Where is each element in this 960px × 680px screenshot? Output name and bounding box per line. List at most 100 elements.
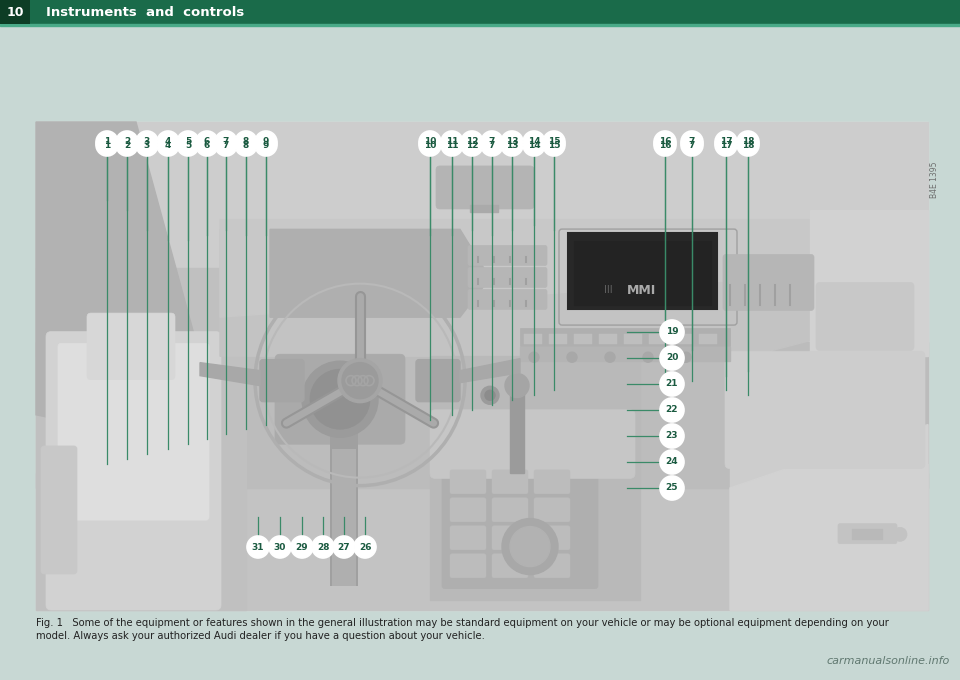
Text: 18: 18 xyxy=(742,141,755,150)
Circle shape xyxy=(567,352,577,362)
Text: 9: 9 xyxy=(263,137,269,146)
Bar xyxy=(674,334,692,344)
Circle shape xyxy=(660,346,684,370)
Circle shape xyxy=(255,131,277,153)
Text: 14: 14 xyxy=(528,141,540,150)
Bar xyxy=(699,334,717,344)
Text: 3: 3 xyxy=(144,141,150,150)
Bar xyxy=(574,241,711,305)
FancyBboxPatch shape xyxy=(450,554,486,578)
Bar xyxy=(36,122,928,356)
FancyBboxPatch shape xyxy=(492,498,528,522)
Bar xyxy=(730,464,928,610)
Circle shape xyxy=(737,131,759,153)
Text: 12: 12 xyxy=(466,137,478,146)
Circle shape xyxy=(605,352,615,362)
FancyBboxPatch shape xyxy=(534,470,570,494)
FancyBboxPatch shape xyxy=(450,526,486,550)
Text: 2: 2 xyxy=(124,137,131,146)
FancyBboxPatch shape xyxy=(450,470,486,494)
Circle shape xyxy=(715,131,737,153)
Text: 18: 18 xyxy=(742,137,755,146)
Circle shape xyxy=(461,134,483,156)
FancyBboxPatch shape xyxy=(450,498,486,522)
Text: 24: 24 xyxy=(665,458,679,466)
FancyBboxPatch shape xyxy=(816,282,914,350)
Bar xyxy=(470,205,498,212)
Circle shape xyxy=(342,362,378,398)
Text: 4: 4 xyxy=(165,141,171,150)
Circle shape xyxy=(481,386,499,405)
Circle shape xyxy=(291,536,313,558)
Circle shape xyxy=(681,134,703,156)
Bar xyxy=(330,430,358,585)
FancyBboxPatch shape xyxy=(534,498,570,522)
Circle shape xyxy=(660,450,684,474)
Circle shape xyxy=(501,131,523,153)
Bar xyxy=(852,529,882,539)
Text: 6: 6 xyxy=(204,137,210,146)
Text: 4: 4 xyxy=(165,137,171,146)
Circle shape xyxy=(338,358,382,403)
Circle shape xyxy=(96,134,118,156)
Circle shape xyxy=(157,134,179,156)
Bar xyxy=(574,334,592,344)
Text: III: III xyxy=(604,286,612,295)
Text: 10: 10 xyxy=(423,141,436,150)
Bar xyxy=(599,334,617,344)
Text: 23: 23 xyxy=(665,432,679,441)
Circle shape xyxy=(247,536,269,558)
Circle shape xyxy=(215,131,237,153)
FancyBboxPatch shape xyxy=(430,410,635,478)
Circle shape xyxy=(681,131,703,153)
Text: 26: 26 xyxy=(359,543,372,551)
Circle shape xyxy=(643,352,653,362)
Text: 11: 11 xyxy=(445,137,458,146)
Bar xyxy=(36,269,246,610)
Circle shape xyxy=(502,519,558,575)
Bar xyxy=(649,334,667,344)
Circle shape xyxy=(523,134,545,156)
Text: 29: 29 xyxy=(296,543,308,551)
FancyBboxPatch shape xyxy=(534,526,570,550)
Circle shape xyxy=(501,134,523,156)
Polygon shape xyxy=(36,122,196,439)
Circle shape xyxy=(737,134,759,156)
Circle shape xyxy=(529,352,539,362)
FancyBboxPatch shape xyxy=(442,475,598,589)
Bar xyxy=(549,334,567,344)
Circle shape xyxy=(481,134,503,156)
Circle shape xyxy=(681,352,691,362)
Text: 17: 17 xyxy=(720,137,732,146)
Text: MMI: MMI xyxy=(628,284,657,297)
Circle shape xyxy=(505,373,529,398)
Text: Fig. 1   Some of the equipment or features shown in the general illustration may: Fig. 1 Some of the equipment or features… xyxy=(36,618,889,628)
Circle shape xyxy=(136,131,158,153)
Text: 1: 1 xyxy=(104,137,110,146)
Text: 14: 14 xyxy=(528,137,540,146)
Circle shape xyxy=(461,131,483,153)
Text: 13: 13 xyxy=(506,137,518,146)
Text: 13: 13 xyxy=(506,141,518,150)
Text: 6: 6 xyxy=(204,141,210,150)
Text: 30: 30 xyxy=(274,543,286,551)
Bar xyxy=(510,386,524,473)
Text: 31: 31 xyxy=(252,543,264,551)
Text: 12: 12 xyxy=(466,141,478,150)
Bar xyxy=(0,0,30,24)
Bar xyxy=(36,473,928,610)
Circle shape xyxy=(177,131,199,153)
Text: 7: 7 xyxy=(223,141,229,150)
Circle shape xyxy=(543,134,565,156)
Circle shape xyxy=(893,528,907,541)
Text: 5: 5 xyxy=(185,137,191,146)
FancyBboxPatch shape xyxy=(492,526,528,550)
Text: 22: 22 xyxy=(665,405,679,415)
FancyBboxPatch shape xyxy=(41,446,77,574)
Circle shape xyxy=(302,361,378,437)
Text: 3: 3 xyxy=(144,137,150,146)
Text: 16: 16 xyxy=(659,141,671,150)
Text: 7: 7 xyxy=(223,137,229,146)
Circle shape xyxy=(354,536,376,558)
Circle shape xyxy=(235,131,257,153)
